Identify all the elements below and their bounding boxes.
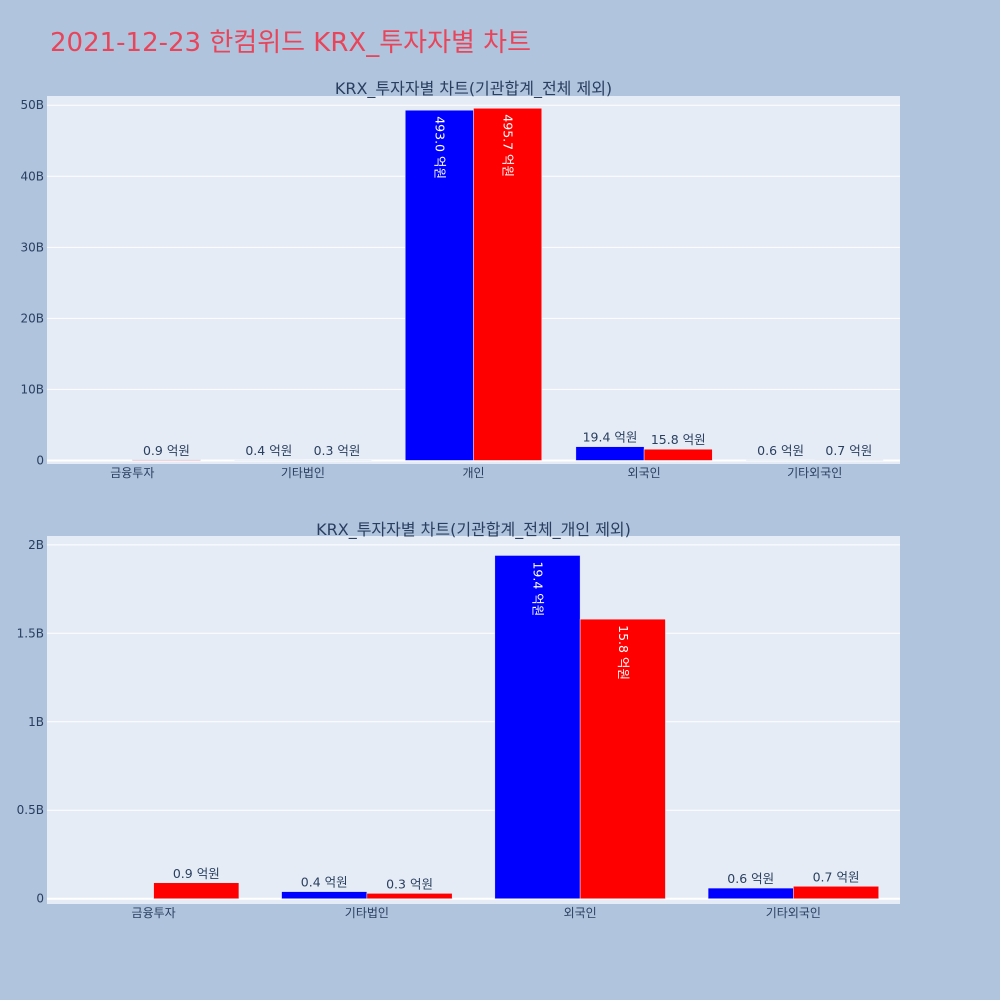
x-tick-label: 금융투자 bbox=[132, 906, 176, 920]
y-tick-label: 20B bbox=[20, 311, 44, 325]
x-tick-label: 기타법인 bbox=[345, 906, 389, 920]
y-tick-label: 2B bbox=[28, 538, 44, 552]
x-tick-label: 외국인 bbox=[628, 466, 661, 480]
data-label: 0.6 억원 bbox=[757, 443, 804, 458]
bar bbox=[579, 618, 666, 899]
bar bbox=[281, 891, 368, 899]
data-label: 19.4 억원 bbox=[530, 561, 545, 616]
y-tick-label: 0 bbox=[36, 453, 44, 467]
bar bbox=[575, 446, 645, 461]
x-tick-label: 기타외국인 bbox=[766, 906, 821, 920]
bar bbox=[494, 555, 581, 899]
chart-2: 0 0.5B 1B 1.5B 2B KRX_투자자별 차트(기관합계_전체_개인 제외) 금… bbox=[17, 520, 900, 920]
data-label: 0.9 억원 bbox=[173, 866, 220, 881]
x-tick-label: 외국인 bbox=[564, 906, 597, 920]
data-label: 0.7 억원 bbox=[813, 869, 860, 884]
chart-title: KRX_투자자별 차트(기관합계_전체 제외) bbox=[335, 79, 612, 99]
x-tick-label: 개인 bbox=[462, 466, 484, 480]
y-tick-label: 30B bbox=[20, 240, 44, 254]
bar bbox=[366, 893, 453, 899]
y-tick-label: 0 bbox=[36, 892, 44, 906]
bar bbox=[793, 886, 879, 899]
y-tick-label: 10B bbox=[20, 382, 44, 396]
data-label: 0.9 억원 bbox=[143, 443, 190, 458]
x-tick-label: 기타외국인 bbox=[787, 466, 842, 480]
data-label: 15.8 억원 bbox=[651, 432, 706, 447]
bar bbox=[405, 109, 474, 461]
data-label: 0.6 억원 bbox=[727, 871, 774, 886]
data-label: 0.3 억원 bbox=[386, 876, 433, 891]
bar bbox=[707, 887, 794, 899]
x-tick-label: 금융투자 bbox=[110, 466, 154, 480]
chart-title: KRX_투자자별 차트(기관합계_전체_개인 제외) bbox=[316, 520, 631, 540]
y-tick-label: 40B bbox=[20, 169, 44, 183]
bar bbox=[473, 108, 542, 461]
data-label: 0.3 억원 bbox=[314, 443, 361, 458]
y-tick-label: 50B bbox=[20, 98, 44, 112]
page-title: 2021-12-23 한컴위드 KRX_투자자별 차트 bbox=[50, 28, 532, 58]
data-label: 493.0 억원 bbox=[432, 116, 447, 179]
data-label: 0.4 억원 bbox=[301, 875, 348, 890]
y-tick-label: 1.5B bbox=[17, 626, 44, 640]
y-tick-label: 1B bbox=[28, 715, 44, 729]
x-tick-label: 기타법인 bbox=[281, 466, 325, 480]
chart-1: 0 10B 20B 30B 40B 50B KRX_투자자별 차트(기관합계_전체 제외) 금… bbox=[20, 79, 900, 480]
data-label: 495.7 억원 bbox=[501, 114, 516, 177]
data-label: 15.8 억원 bbox=[616, 625, 631, 680]
plot-area bbox=[47, 536, 900, 904]
bar bbox=[643, 448, 713, 461]
bar bbox=[132, 459, 201, 461]
data-label: 0.7 억원 bbox=[825, 443, 872, 458]
bar bbox=[153, 882, 240, 899]
data-label: 0.4 억원 bbox=[245, 443, 292, 458]
data-label: 19.4 억원 bbox=[583, 430, 638, 445]
y-tick-label: 0.5B bbox=[17, 803, 44, 817]
